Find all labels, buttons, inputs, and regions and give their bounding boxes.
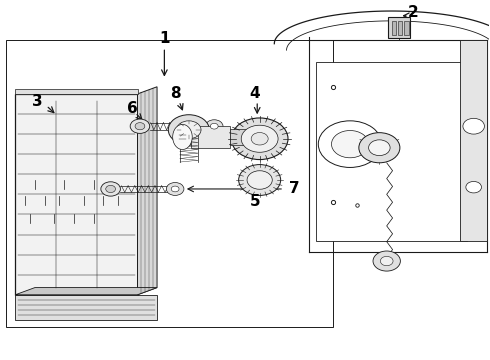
Text: 5: 5 [249, 194, 260, 209]
Bar [404, 21, 409, 35]
Circle shape [135, 123, 145, 130]
Text: 7: 7 [289, 181, 299, 197]
Circle shape [171, 186, 179, 192]
Text: 1: 1 [159, 31, 170, 46]
Text: 8: 8 [171, 86, 181, 102]
Circle shape [176, 121, 201, 139]
Circle shape [210, 123, 218, 129]
Polygon shape [138, 87, 157, 295]
Text: 3: 3 [32, 94, 43, 109]
Bar [398, 21, 402, 35]
Bar [460, 40, 487, 241]
Ellipse shape [172, 125, 192, 149]
Text: 4: 4 [249, 86, 260, 102]
Circle shape [239, 165, 281, 195]
Bar [388, 17, 410, 39]
Circle shape [318, 121, 382, 167]
Circle shape [373, 251, 400, 271]
Bar [316, 62, 467, 241]
Bar [5, 40, 333, 327]
Circle shape [247, 171, 272, 189]
Circle shape [205, 120, 223, 133]
Circle shape [359, 133, 400, 163]
Circle shape [168, 115, 209, 145]
Text: 2: 2 [408, 5, 419, 20]
Bar [15, 295, 157, 320]
Circle shape [368, 140, 390, 156]
Bar [230, 129, 247, 145]
Bar [392, 21, 396, 35]
Bar [15, 94, 138, 295]
Circle shape [331, 131, 368, 158]
Circle shape [463, 118, 485, 134]
Circle shape [380, 256, 393, 266]
Bar [15, 89, 138, 94]
Text: 6: 6 [127, 101, 138, 116]
Circle shape [241, 125, 278, 152]
Circle shape [166, 183, 184, 195]
Bar [191, 126, 230, 148]
Polygon shape [15, 288, 157, 295]
Circle shape [251, 132, 268, 145]
Circle shape [106, 185, 116, 193]
Circle shape [130, 119, 150, 134]
Circle shape [466, 181, 482, 193]
Circle shape [231, 118, 288, 159]
Circle shape [101, 182, 121, 196]
